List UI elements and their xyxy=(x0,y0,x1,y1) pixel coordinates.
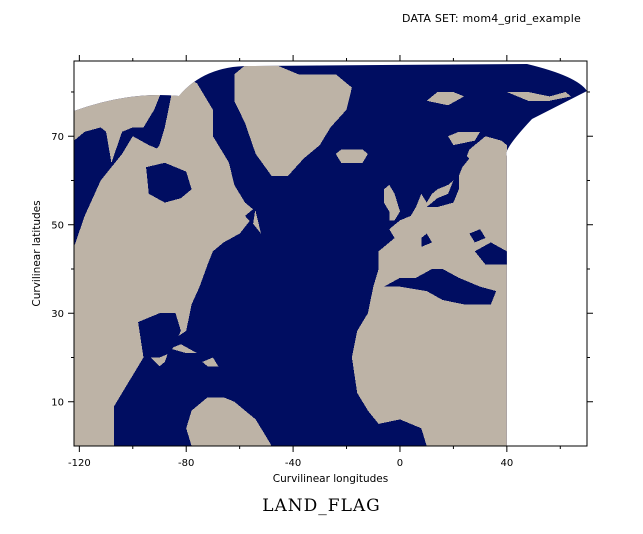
x-tick-label: 40 xyxy=(500,458,513,469)
ocean-hudson-bay xyxy=(146,162,192,203)
y-tick-label: 70 xyxy=(51,132,64,143)
ocean-gulf-of-mexico xyxy=(138,313,181,358)
land-scandinavia-north xyxy=(448,131,481,146)
axis-tick-labels: -120 -80 -40 0 40 10 30 50 70 xyxy=(51,132,513,469)
land-south-america xyxy=(186,397,272,446)
map-layer xyxy=(74,64,587,446)
land-great-britain xyxy=(383,184,400,221)
ocean-black-sea xyxy=(474,242,507,265)
map-field xyxy=(74,64,587,446)
x-tick-label: -80 xyxy=(178,458,194,469)
x-axis-label: Curvilinear longitudes xyxy=(273,473,388,485)
x-tick-label: -40 xyxy=(285,458,301,469)
x-tick-label: 0 xyxy=(397,458,403,469)
land-cuba xyxy=(170,344,197,354)
ocean-labrador-inlet xyxy=(245,207,256,225)
land-greenland xyxy=(234,65,352,177)
y-tick-label: 50 xyxy=(51,221,64,232)
ocean-mediterranean xyxy=(383,269,497,305)
land-iceland xyxy=(335,149,368,163)
y-tick-label: 10 xyxy=(51,398,64,409)
dataset-label: DATA SET: mom4_grid_example xyxy=(402,12,581,25)
land-north-america-lower xyxy=(74,78,261,446)
chart-title: LAND_FLAG xyxy=(262,496,381,516)
ocean-red-sea xyxy=(421,233,432,247)
plot-frame xyxy=(73,60,588,447)
axis-ticks xyxy=(68,55,593,452)
x-tick-label: -120 xyxy=(68,458,91,469)
land-russia-arctic xyxy=(506,92,571,101)
y-axis-label: Curvilinear latitudes xyxy=(31,200,43,306)
land-svalbard xyxy=(426,92,465,106)
ocean-baltic-sea xyxy=(426,153,470,207)
ocean-caspian xyxy=(469,229,486,243)
land-hispaniola xyxy=(202,357,219,367)
y-tick-label: 30 xyxy=(51,309,64,320)
